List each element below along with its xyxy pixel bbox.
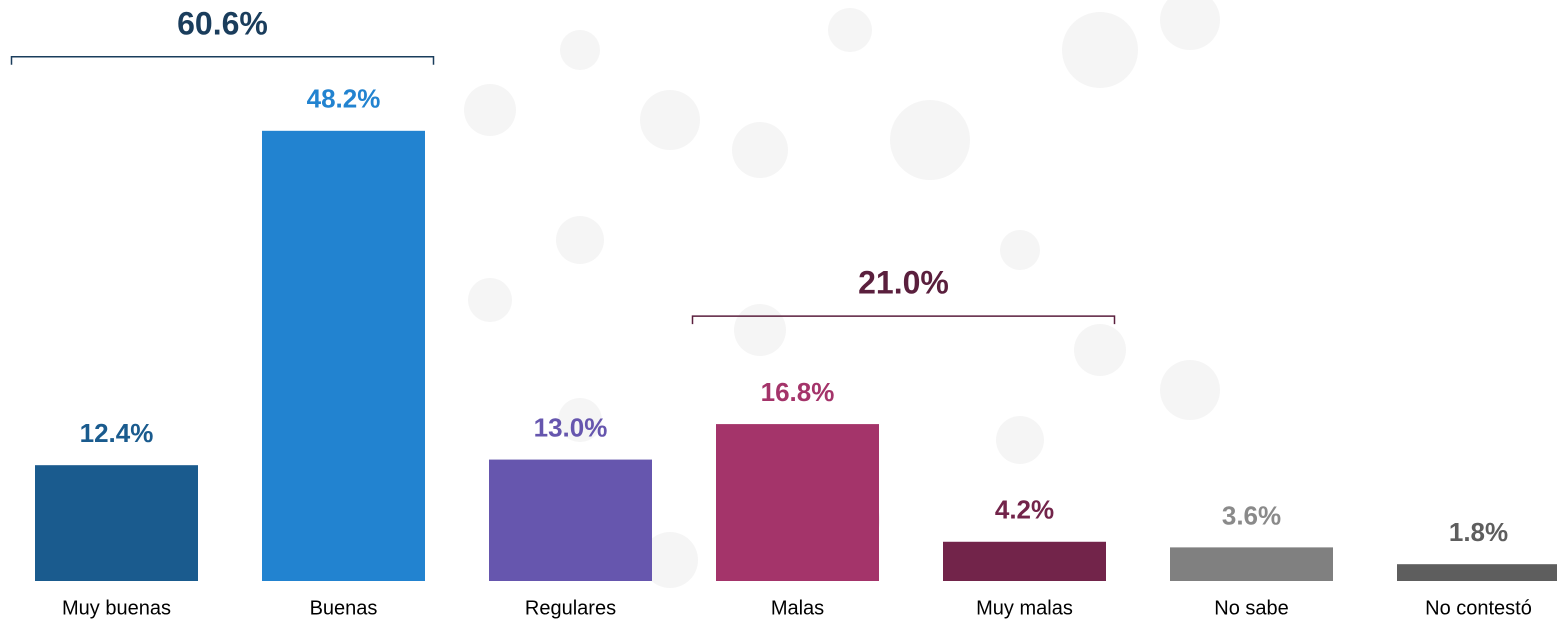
- value-label: 4.2%: [995, 495, 1054, 525]
- bar: [716, 424, 879, 581]
- bracket: [691, 315, 1116, 325]
- bracket: [10, 56, 435, 65]
- bar: [262, 130, 425, 581]
- value-label: 1.8%: [1449, 517, 1508, 547]
- bracket-label: 21.0%: [858, 265, 949, 301]
- x-tick-label: Malas: [771, 597, 824, 619]
- x-tick-label: Regulares: [525, 597, 616, 619]
- value-label: 48.2%: [307, 84, 381, 114]
- value-label: 12.4%: [80, 418, 154, 448]
- x-tick-label: Muy buenas: [62, 597, 171, 619]
- bar: [943, 541, 1106, 581]
- bar: [35, 465, 198, 581]
- value-label: 3.6%: [1222, 500, 1281, 530]
- bar: [1397, 564, 1557, 581]
- value-label: 16.8%: [761, 377, 835, 407]
- value-label: 13.0%: [534, 412, 608, 442]
- background-dots: [464, 0, 1220, 588]
- x-tick-label: No sabe: [1214, 597, 1289, 619]
- bar: [1170, 547, 1333, 581]
- x-tick-label: Buenas: [310, 597, 378, 619]
- bar: [489, 459, 652, 581]
- bracket-label: 60.6%: [177, 5, 268, 41]
- x-tick-label: No contestó: [1425, 597, 1532, 619]
- x-tick-label: Muy malas: [976, 597, 1073, 619]
